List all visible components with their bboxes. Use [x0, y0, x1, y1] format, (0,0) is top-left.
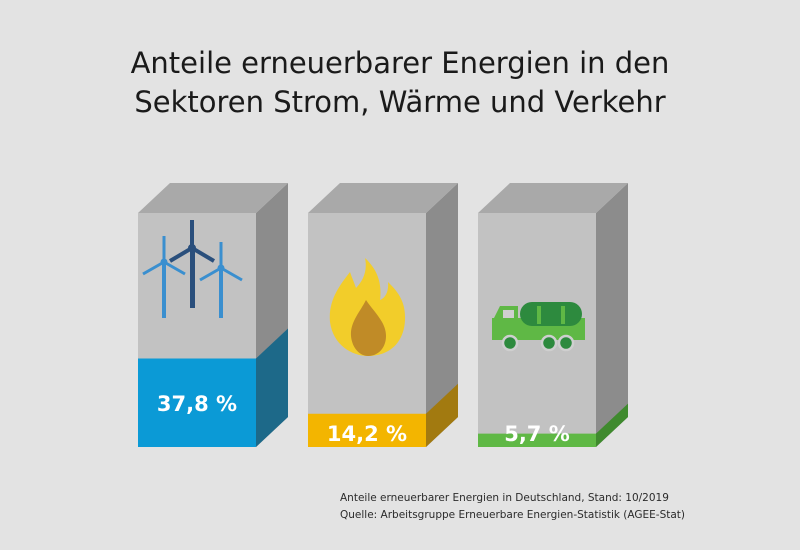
chart-title-line-2: Sektoren Strom, Wärme und Verkehr [134, 85, 666, 119]
tanker-truck-icon [492, 302, 585, 352]
column-side-2 [426, 183, 458, 447]
bar-front-2 [308, 413, 426, 447]
data-label-1: 37,8 % [157, 392, 237, 416]
column-top-3 [478, 183, 628, 213]
column-top-1 [138, 183, 288, 213]
source-line-2: Quelle: Arbeitsgruppe Erneuerbare Energi… [340, 509, 685, 521]
bar-front-1 [138, 358, 256, 447]
chart-title: Anteile erneuerbarer Energien in den Sek… [0, 44, 800, 122]
bar-side-2 [426, 383, 458, 447]
column-top-2 [308, 183, 458, 213]
data-label-2: 14,2 % [327, 422, 407, 446]
bar-front-3 [478, 433, 596, 447]
wind-turbines-icon [142, 220, 243, 318]
source-note: Anteile erneuerbarer Energien in Deutsch… [340, 490, 685, 524]
column-side-3 [596, 183, 628, 447]
bar-side-1 [256, 328, 288, 447]
bar-side-3 [596, 403, 628, 447]
data-label-3: 5,7 % [504, 422, 570, 446]
source-line-1: Anteile erneuerbarer Energien in Deutsch… [340, 492, 669, 504]
flame-icon [329, 258, 406, 356]
chart-title-line-1: Anteile erneuerbarer Energien in den [130, 46, 670, 80]
